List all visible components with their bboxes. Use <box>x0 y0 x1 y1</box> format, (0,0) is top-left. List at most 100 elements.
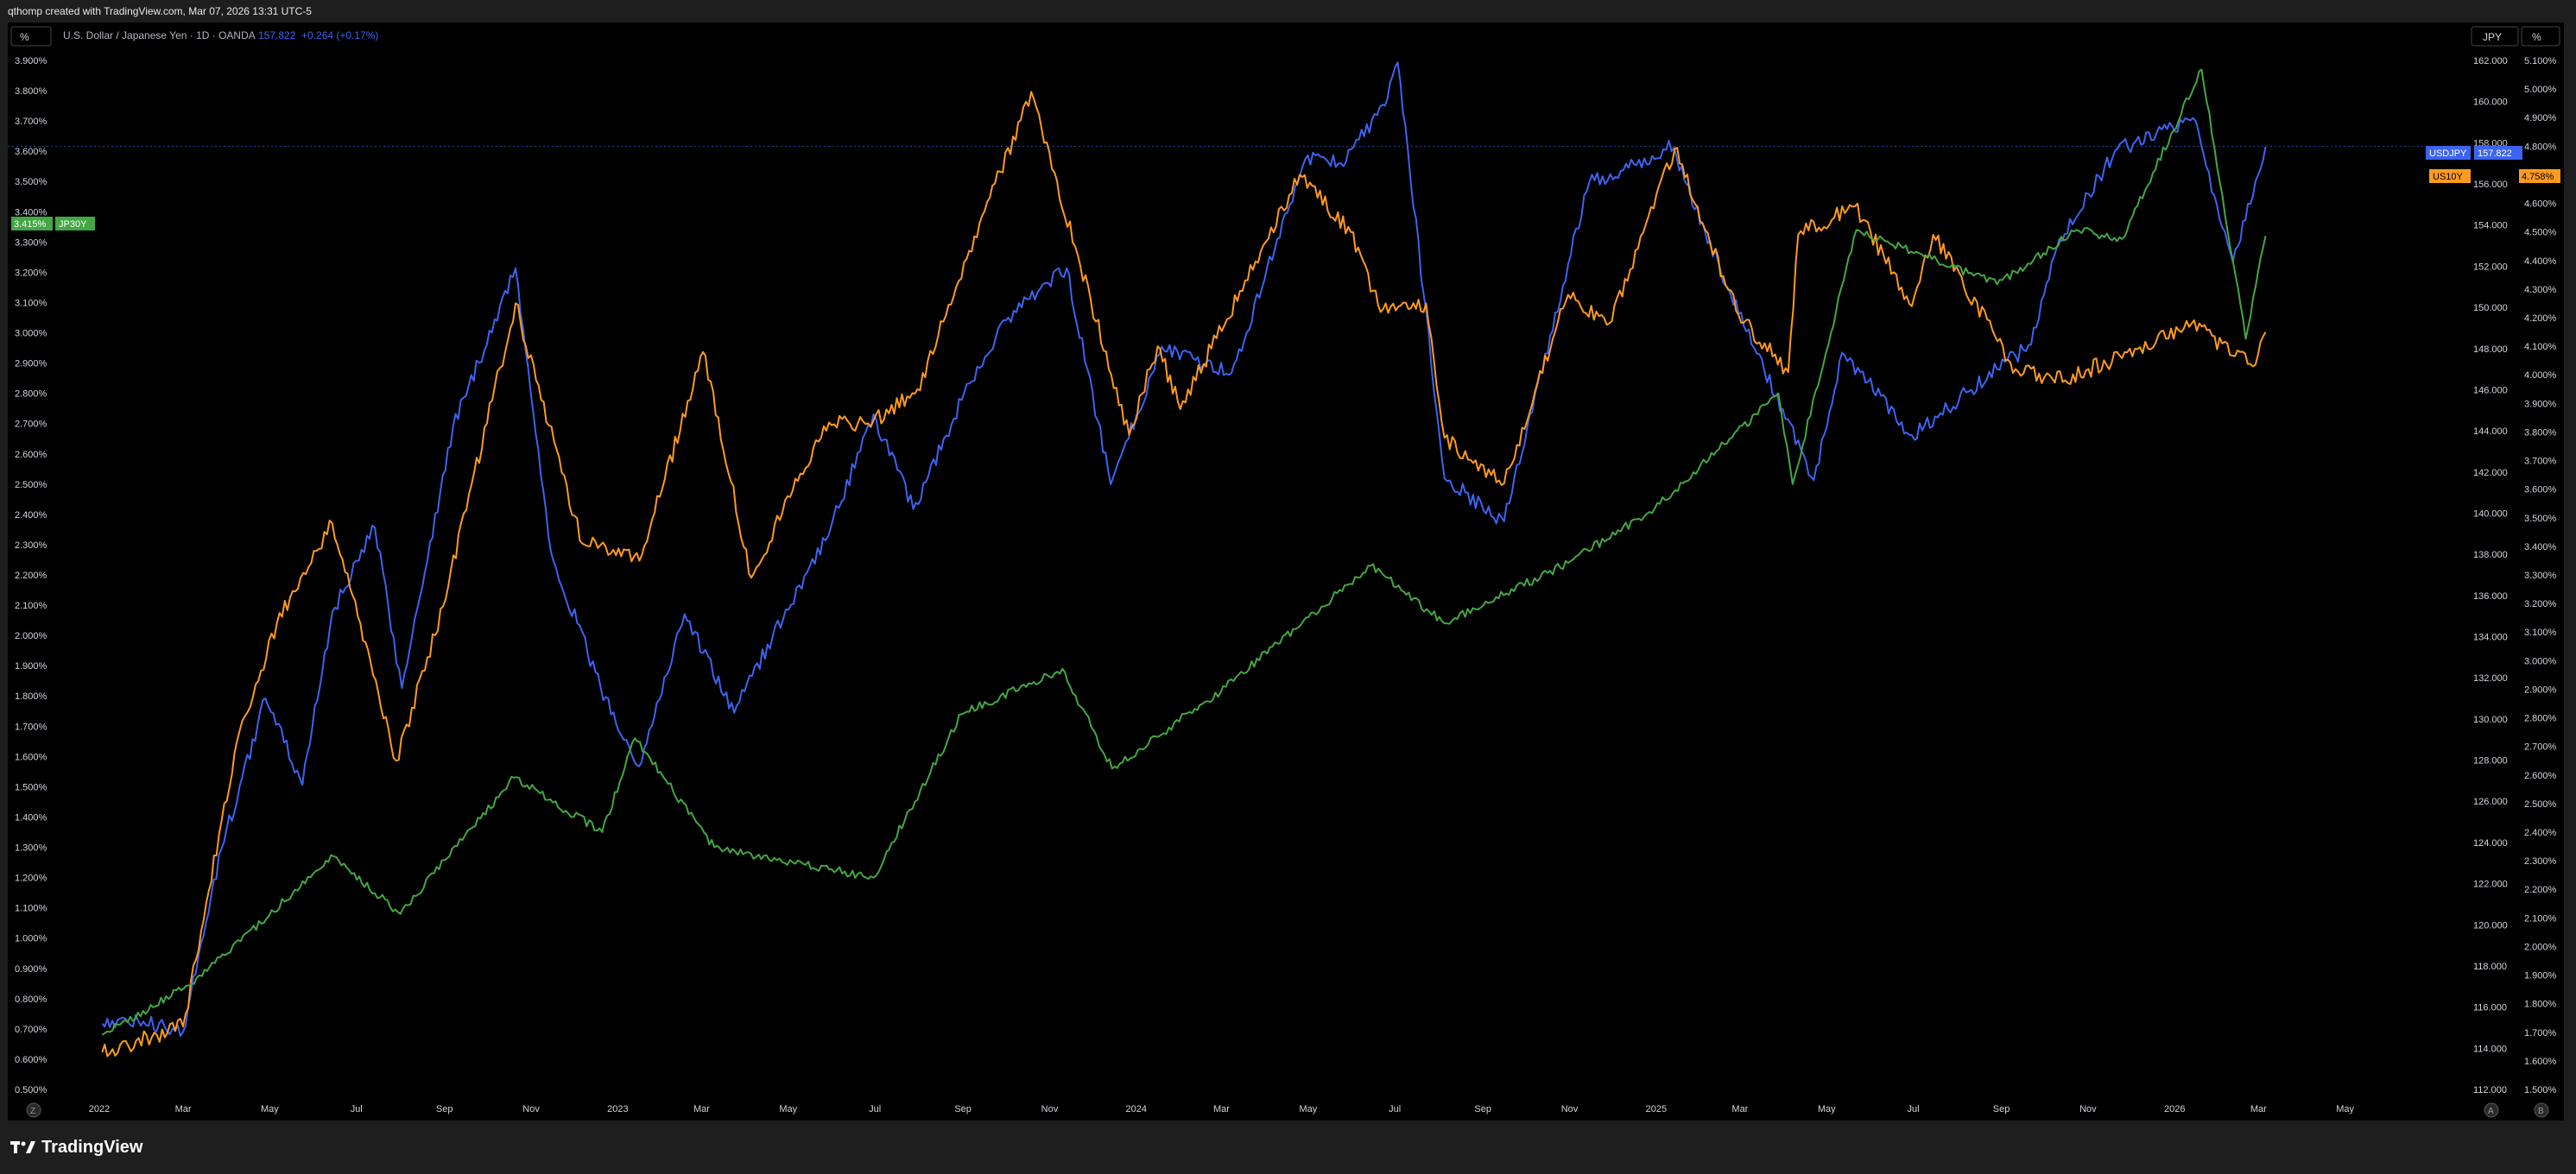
pct-axis-tick: 1.600% <box>2524 1057 2557 1067</box>
time-axis-tick: May <box>2336 1104 2354 1114</box>
currency-scale-button[interactable]: JPY <box>2471 26 2519 47</box>
time-axis-tick: Sep <box>1474 1104 1491 1114</box>
price-axis-tick: 142.000 <box>2473 468 2508 478</box>
time-axis-tick: Mar <box>693 1104 710 1114</box>
left-axis-tick: 2.600% <box>15 450 47 460</box>
left-axis-tick: 3.600% <box>15 147 47 157</box>
time-axis-tick: May <box>779 1104 797 1114</box>
svg-text:157.822: 157.822 <box>2478 148 2512 159</box>
pct-axis-tick: 2.100% <box>2524 913 2557 924</box>
series-layer[interactable] <box>101 61 2267 1057</box>
left-axis-tick: 3.100% <box>15 298 47 308</box>
left-axis-tick: 0.900% <box>15 964 47 975</box>
left-axis[interactable]: 0.500% 0.600% 0.700% 0.800% 0.900% 1.000% 1.10… <box>15 56 47 1095</box>
left-axis-tick: 3.200% <box>15 268 47 278</box>
price-axis-tick: 144.000 <box>2473 426 2508 437</box>
left-axis-tick: 0.800% <box>15 994 47 1005</box>
pct-axis-tick: 3.700% <box>2524 457 2557 467</box>
left-scale-button[interactable]: % <box>10 26 52 47</box>
time-axis-tick: Nov <box>2079 1104 2097 1114</box>
time-axis-tick: 2026 <box>2164 1104 2185 1114</box>
pct-axis-tick: 4.600% <box>2524 199 2557 210</box>
price-axis-tick: 120.000 <box>2473 920 2508 931</box>
tradingview-brand[interactable]: TradingView <box>10 1136 142 1158</box>
left-axis-tick: 2.700% <box>15 420 47 430</box>
time-axis[interactable]: 2022 Mar May Jul Sep Nov 2023 Mar May Jul Sep Nov 20… <box>89 1104 2355 1114</box>
svg-text:JP30Y: JP30Y <box>59 219 87 230</box>
left-axis-tick: 1.600% <box>15 752 47 762</box>
price-axis-tick: 116.000 <box>2473 1003 2507 1013</box>
legend-symbol: U.S. Dollar / Japanese Yen · 1D · OANDA <box>63 29 256 41</box>
pct-axis-tick: 4.000% <box>2524 370 2557 381</box>
zoom-reset-button[interactable]: Z <box>26 1102 41 1118</box>
left-axis-tick: 2.100% <box>15 601 47 611</box>
pct-axis-tick: 4.500% <box>2524 228 2557 238</box>
left-axis-tick: 1.100% <box>15 904 47 914</box>
svg-text:%: % <box>2532 31 2541 43</box>
pct-axis-tick: 2.000% <box>2524 942 2557 952</box>
price-axis-tick: 156.000 <box>2473 180 2508 190</box>
pct-axis-tick: 1.800% <box>2524 1000 2557 1010</box>
pct-axis-tick: 1.700% <box>2524 1028 2557 1038</box>
pct-axis-tick: 4.800% <box>2524 142 2557 152</box>
left-axis-tick: 1.200% <box>15 874 47 884</box>
percent-scale-button[interactable]: % <box>2521 26 2560 47</box>
time-axis-tick: Jul <box>351 1104 363 1114</box>
pct-axis-tick: 3.600% <box>2524 485 2557 495</box>
chart-plot[interactable]: 0.500% 0.600% 0.700% 0.800% 0.900% 1.000% 1.10… <box>8 22 2564 1120</box>
legend-price: 157.822 <box>258 29 296 41</box>
pct-axis-tick: 2.500% <box>2524 799 2557 810</box>
time-axis-tick: Mar <box>2250 1104 2267 1114</box>
time-axis-tick: Jul <box>1908 1104 1920 1114</box>
series-line-us10y[interactable] <box>101 91 2267 1057</box>
price-axis-tick: 162.000 <box>2473 56 2508 66</box>
left-axis-tick: 2.900% <box>15 359 47 369</box>
time-axis-tick: Nov <box>1561 1104 1579 1114</box>
time-axis-tick: Mar <box>1731 1104 1748 1114</box>
left-axis-tick: 3.900% <box>15 56 47 66</box>
left-axis-tick: 3.300% <box>15 237 47 248</box>
legend-change: +0.264 (+0.17%) <box>301 29 378 41</box>
price-axis[interactable]: 112.000 114.000 116.000 118.000 120.000 122.0… <box>2473 56 2508 1095</box>
price-axis-tick: 124.000 <box>2473 838 2508 849</box>
us10y-price-label: US10Y 4.758% <box>2429 169 2560 183</box>
pct-axis-tick: 2.800% <box>2524 714 2557 724</box>
series-line-usdjpy[interactable] <box>101 61 2267 1038</box>
left-axis-tick: 2.400% <box>15 510 47 521</box>
left-axis-tick: 3.700% <box>15 117 47 127</box>
price-axis-tick: 114.000 <box>2473 1044 2507 1054</box>
usdjpy-price-label: USDJPY 157.822 <box>2426 146 2522 160</box>
left-axis-tick: 2.200% <box>15 571 47 581</box>
price-axis-tick: 150.000 <box>2473 303 2508 313</box>
left-axis-tick: 2.300% <box>15 540 47 551</box>
time-axis-tick: Sep <box>1993 1104 2010 1114</box>
left-axis-tick: 1.400% <box>15 812 47 823</box>
left-axis-tick: 0.500% <box>15 1085 47 1095</box>
series-line-jp30y[interactable] <box>101 68 2267 1036</box>
svg-text:JPY: JPY <box>2483 31 2502 43</box>
footer-bar: TradingView <box>0 1120 2576 1174</box>
left-axis-tick: 3.000% <box>15 329 47 339</box>
price-axis-tick: 112.000 <box>2473 1085 2507 1095</box>
pct-axis-tick: 2.900% <box>2524 685 2557 695</box>
pct-axis-tick: 2.700% <box>2524 742 2557 753</box>
left-axis-tick: 1.900% <box>15 661 47 672</box>
left-axis-tick: 3.800% <box>15 86 47 97</box>
time-axis-tick: Sep <box>954 1104 972 1114</box>
time-axis-tick: 2024 <box>1126 1104 1147 1114</box>
svg-text:USDJPY: USDJPY <box>2429 148 2467 159</box>
pct-axis-tick: 1.900% <box>2524 971 2557 981</box>
time-axis-tick: 2023 <box>607 1104 628 1114</box>
pct-axis-tick: 3.100% <box>2524 628 2557 638</box>
pct-axis-tick: 5.100% <box>2524 56 2557 66</box>
pct-axis-tick: 4.200% <box>2524 313 2557 324</box>
auto-scale-button[interactable]: A <box>2484 1102 2499 1118</box>
svg-text:B: B <box>2538 1107 2544 1116</box>
b-scale-button[interactable]: B <box>2534 1102 2549 1118</box>
price-axis-tick: 118.000 <box>2473 962 2507 972</box>
price-axis-tick: 146.000 <box>2473 385 2508 395</box>
pct-axis-tick: 4.400% <box>2524 256 2557 267</box>
pct-axis[interactable]: 1.500% 1.600% 1.700% 1.800% 1.900% 2.000% 2.10… <box>2524 56 2557 1095</box>
pct-axis-tick: 3.500% <box>2524 514 2557 524</box>
price-axis-tick: 130.000 <box>2473 715 2508 725</box>
